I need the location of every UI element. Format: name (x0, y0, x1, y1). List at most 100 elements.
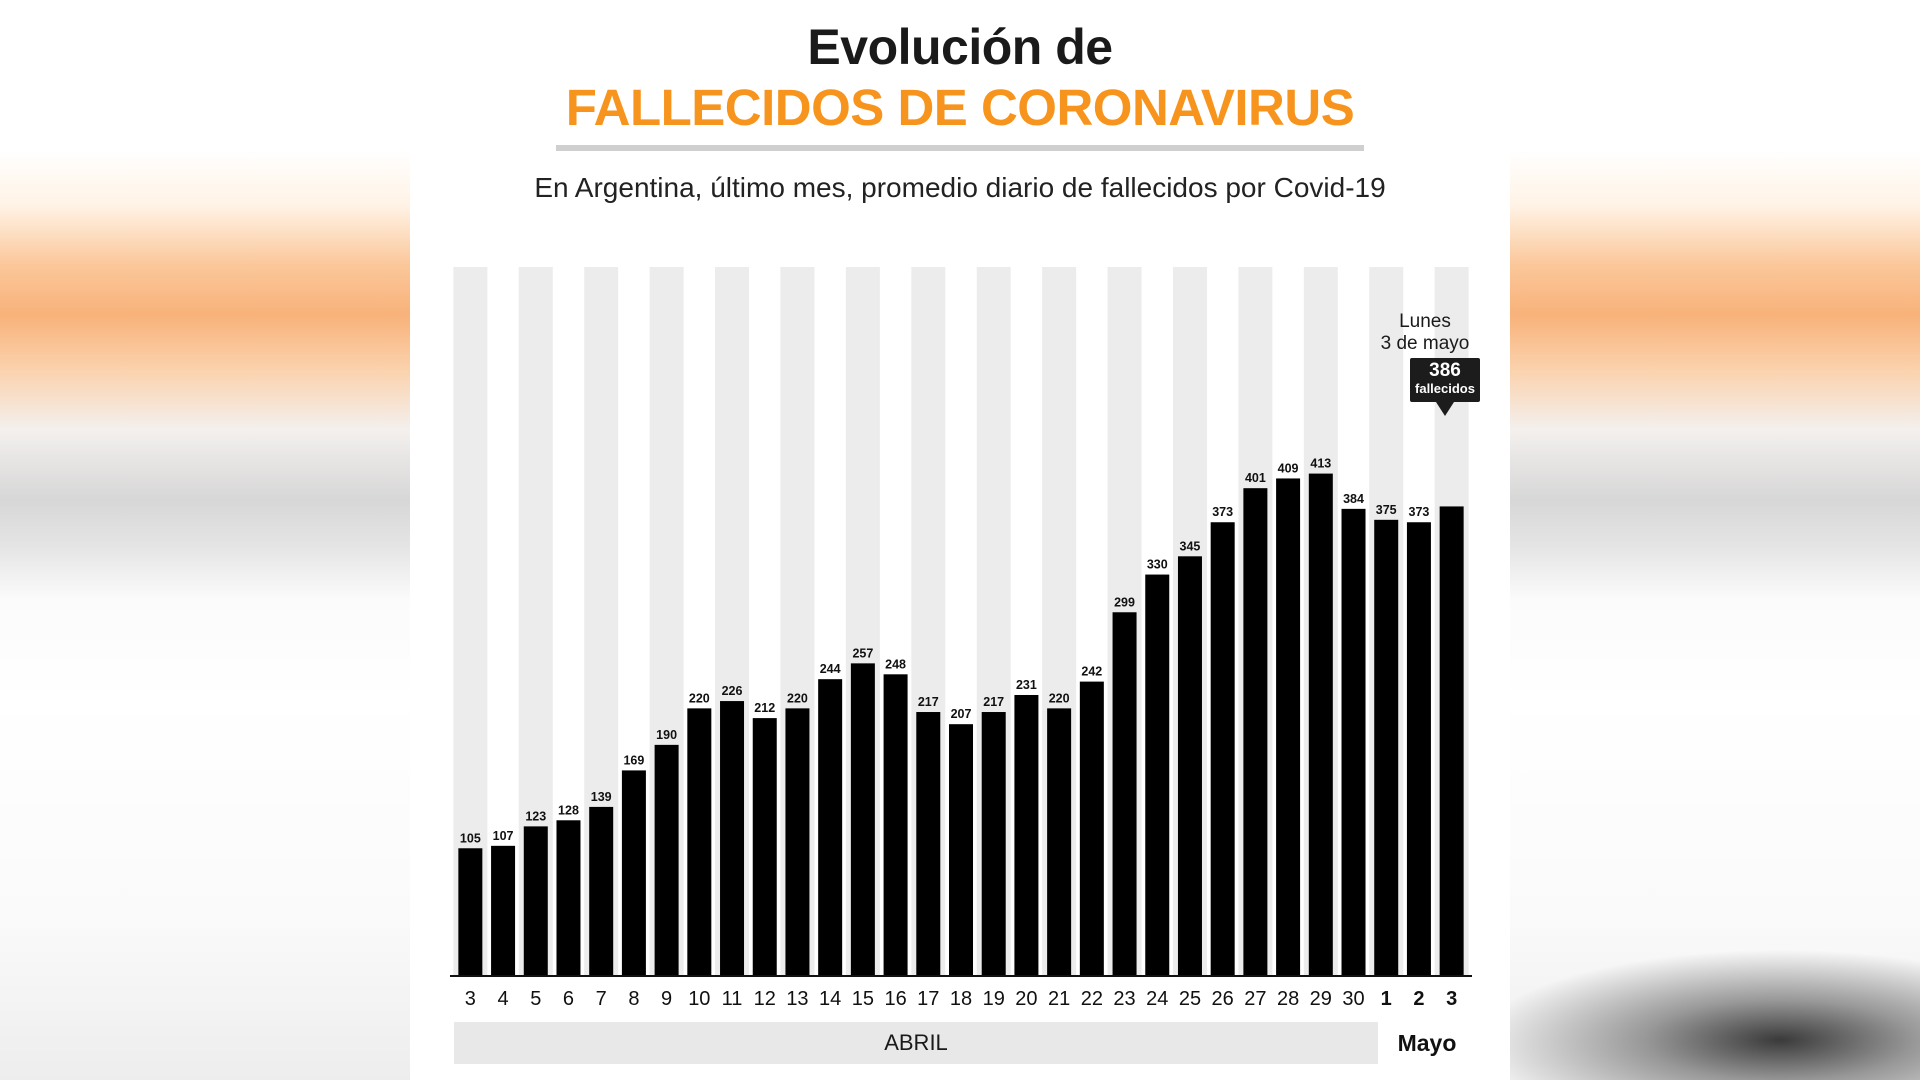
x-tick-label: 8 (628, 988, 639, 1010)
bar (1439, 506, 1464, 976)
bar (556, 820, 581, 976)
x-tick-label: 13 (786, 988, 808, 1010)
bar-value-label: 299 (1114, 595, 1135, 609)
month-band-april: ABRIL (454, 1022, 1378, 1064)
x-tick-label: 30 (1342, 988, 1364, 1010)
bar-value-label: 345 (1180, 539, 1201, 553)
bar-value-label: 190 (656, 728, 677, 742)
bar-value-label: 107 (493, 829, 514, 843)
callout-value: 386 (1429, 360, 1461, 381)
x-tick-label: 11 (722, 988, 743, 1010)
bar-value-label: 123 (525, 809, 546, 823)
x-tick-label: 7 (596, 988, 607, 1010)
bar-value-label: 105 (460, 831, 481, 845)
x-tick-label: 16 (884, 988, 906, 1010)
x-tick-label: 21 (1048, 988, 1070, 1010)
x-tick-label: 4 (498, 988, 509, 1010)
bar (1145, 574, 1170, 976)
bar-value-label: 217 (983, 695, 1004, 709)
bar-value-label: 373 (1409, 505, 1430, 519)
bar-value-label: 220 (1049, 691, 1070, 705)
x-tick-label: 10 (688, 988, 710, 1010)
bar (981, 712, 1006, 976)
chart-title-line1: Evolución de (807, 19, 1113, 75)
bar (1014, 694, 1039, 976)
bar (818, 679, 843, 976)
bar-value-label: 244 (820, 662, 841, 676)
bar-value-label: 242 (1081, 665, 1102, 679)
bar-value-label: 128 (558, 803, 579, 817)
bar-chart: 1053107412351286139716981909220102261121… (450, 267, 1472, 1010)
bar (916, 712, 941, 976)
bar (1210, 522, 1235, 976)
x-tick-label: 29 (1310, 988, 1332, 1010)
x-tick-label: 25 (1179, 988, 1201, 1010)
callout-pointer (1436, 402, 1454, 416)
bar-value-label: 375 (1376, 503, 1397, 517)
x-tick-label: 28 (1277, 988, 1299, 1010)
bar (654, 744, 679, 976)
bar (883, 674, 908, 976)
chart-title-line2: FALLECIDOS DE CORONAVIRUS (565, 79, 1355, 136)
bar (1112, 612, 1137, 976)
annotation-note: Lunes 3 de mayo (1375, 311, 1475, 355)
x-tick-label: 27 (1244, 988, 1266, 1010)
bar (1341, 508, 1366, 976)
bar (752, 718, 777, 976)
bar-value-label: 217 (918, 695, 939, 709)
bar-value-label: 207 (951, 707, 972, 721)
bar-value-label: 248 (885, 657, 906, 671)
bar-value-label: 139 (591, 790, 612, 804)
callout-unit: fallecidos (1415, 381, 1475, 396)
x-tick-label: 5 (530, 988, 541, 1010)
x-tick-label: 12 (754, 988, 776, 1010)
bar (687, 708, 712, 976)
bar (720, 701, 745, 976)
x-tick-label: 1 (1381, 988, 1392, 1010)
x-tick-label: 19 (983, 988, 1005, 1010)
bar-value-label: 257 (852, 646, 873, 660)
bar (1079, 681, 1104, 976)
bar-value-label: 231 (1016, 678, 1037, 692)
x-tick-label: 9 (661, 988, 672, 1010)
x-tick-label: 3 (465, 988, 476, 1010)
bar-value-label: 169 (623, 753, 644, 767)
chart-subtitle: En Argentina, último mes, promedio diari… (534, 172, 1386, 203)
bar-value-label: 220 (689, 691, 710, 705)
chart-panel: Evolución de FALLECIDOS DE CORONAVIRUS E… (410, 0, 1510, 1080)
x-tick-label: 2 (1413, 988, 1424, 1010)
month-label-april: ABRIL (884, 1030, 948, 1055)
bar-value-label: 384 (1343, 492, 1364, 506)
bar (1276, 478, 1301, 976)
bar (1374, 519, 1399, 976)
bar (491, 845, 516, 976)
x-tick-label: 3 (1446, 988, 1457, 1010)
title-underline (556, 145, 1364, 151)
bar (589, 806, 614, 976)
bar (1047, 708, 1072, 976)
x-tick-label: 26 (1212, 988, 1234, 1010)
bar (458, 848, 483, 976)
bar-value-label: 226 (722, 684, 743, 698)
month-label-may: Mayo (1397, 1030, 1457, 1056)
bar-value-label: 409 (1278, 461, 1299, 475)
bar-value-label: 413 (1310, 457, 1331, 471)
x-tick-label: 22 (1081, 988, 1103, 1010)
x-tick-label: 17 (917, 988, 939, 1010)
bar-value-label: 401 (1245, 471, 1266, 485)
bar (785, 708, 810, 976)
bar (850, 663, 875, 976)
bar-value-label: 212 (754, 701, 775, 715)
bar (1406, 522, 1431, 976)
x-tick-label: 24 (1146, 988, 1168, 1010)
bar (949, 724, 973, 976)
x-tick-label: 6 (563, 988, 574, 1010)
x-tick-label: 18 (950, 988, 972, 1010)
bar (1243, 488, 1268, 976)
bar (1177, 556, 1202, 976)
bar (1308, 473, 1333, 976)
x-tick-label: 15 (852, 988, 874, 1010)
x-tick-label: 20 (1015, 988, 1037, 1010)
bar (621, 770, 646, 976)
bar-value-label: 330 (1147, 558, 1168, 572)
